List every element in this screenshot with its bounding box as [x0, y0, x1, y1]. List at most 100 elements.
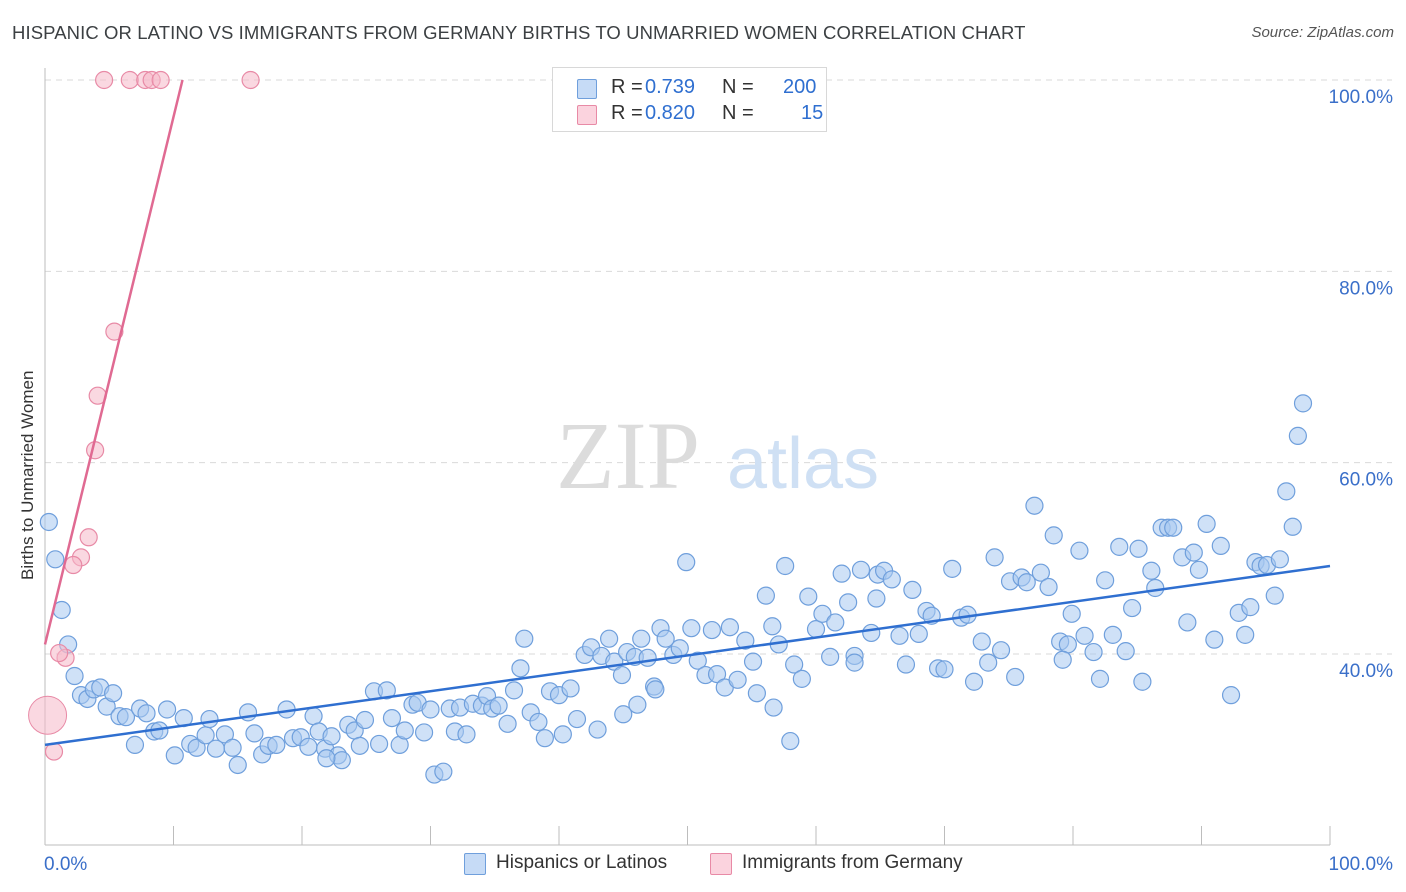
data-point-hispanics: [1146, 578, 1165, 598]
data-point-hispanics: [743, 652, 763, 671]
data-point-hispanics: [200, 709, 219, 729]
trend-line-hispanics: [44, 564, 1331, 747]
bottom-legend-swatch-pink: [710, 853, 732, 875]
data-point-hispanics: [799, 587, 818, 606]
y-tick-label: 80.0%: [1339, 278, 1393, 299]
data-point-hispanics: [299, 737, 318, 756]
data-point-hispanics: [862, 623, 881, 643]
data-point-germany: [105, 322, 124, 341]
data-point-hispanics: [614, 705, 633, 724]
trend-line-germany: [43, 79, 184, 645]
data-point-germany-large: [28, 695, 68, 735]
data-point-hispanics: [1184, 543, 1203, 562]
data-point-hispanics: [736, 631, 755, 650]
data-point-hispanics: [728, 670, 747, 689]
data-point-hispanics: [267, 735, 286, 754]
data-point-hispanics: [421, 700, 440, 719]
watermark-zip: ZIP: [556, 402, 700, 509]
data-point-hispanics: [377, 681, 396, 700]
data-point-hispanics: [909, 624, 928, 644]
data-point-hispanics: [561, 679, 580, 698]
data-point-hispanics: [223, 738, 242, 757]
data-point-hispanics: [720, 618, 740, 637]
x-tick-label: 0.0%: [44, 854, 87, 875]
data-point-germany: [79, 528, 98, 547]
bottom-legend-label: Hispanics or Latinos: [496, 852, 668, 873]
data-point-hispanics: [896, 655, 916, 674]
data-point-hispanics: [1075, 626, 1094, 645]
data-point-hispanics: [1084, 642, 1103, 662]
data-point-hispanics: [65, 666, 84, 686]
chart-title: HISPANIC OR LATINO VS IMMIGRANTS FROM GE…: [12, 22, 1026, 43]
bottom-legend-label: Immigrants from Germany: [742, 852, 963, 873]
data-point-hispanics: [839, 593, 858, 612]
data-point-hispanics: [1006, 667, 1025, 687]
data-point-hispanics: [39, 512, 58, 532]
data-point-hispanics: [104, 684, 123, 703]
data-point-hispanics: [682, 619, 701, 638]
data-point-hispanics: [806, 620, 826, 639]
data-point-germany: [64, 555, 83, 575]
data-point-hispanics: [747, 684, 766, 703]
data-point-hispanics: [1039, 577, 1058, 597]
data-point-hispanics: [1236, 625, 1255, 644]
data-point-hispanics: [781, 731, 800, 751]
data-point-hispanics: [943, 559, 962, 578]
data-point-hispanics: [776, 556, 795, 576]
data-point-hispanics: [972, 632, 991, 651]
data-point-hispanics: [867, 589, 886, 608]
data-point-hispanics: [1164, 518, 1183, 537]
data-point-germany: [120, 70, 139, 90]
correlation-legend: R = 0.739 N = 200 R = 0.820 N = 15: [552, 67, 827, 132]
data-point-hispanics: [1205, 630, 1224, 649]
data-point-hispanics: [851, 560, 871, 579]
data-point-hispanics: [707, 664, 727, 684]
data-point-hispanics: [632, 629, 651, 648]
legend-n-label: N =: [722, 76, 754, 98]
data-point-hispanics: [322, 727, 341, 746]
data-point-germany: [86, 441, 105, 460]
data-point-hispanics: [382, 708, 402, 728]
data-point-hispanics: [1197, 514, 1216, 533]
y-tick-label: 60.0%: [1339, 470, 1393, 491]
data-point-hispanics: [567, 709, 587, 729]
data-point-hispanics: [1123, 598, 1142, 618]
data-point-hispanics: [935, 660, 954, 679]
data-point-hispanics: [1265, 586, 1284, 605]
data-point-hispanics: [964, 672, 984, 691]
data-point-hispanics: [985, 548, 1004, 567]
data-point-hispanics: [1044, 526, 1063, 545]
data-point-hispanics: [137, 704, 156, 723]
data-point-hispanics: [1189, 560, 1209, 579]
source-label: Source: ZipAtlas.com: [1251, 24, 1394, 41]
data-point-hispanics: [785, 655, 804, 674]
data-point-hispanics: [628, 695, 647, 714]
data-point-hispanics: [504, 681, 524, 700]
data-point-hispanics: [1017, 573, 1036, 592]
data-point-hispanics: [116, 708, 136, 727]
data-point-hispanics: [670, 639, 689, 658]
data-point-hispanics: [1031, 563, 1050, 582]
data-point-hispanics: [1288, 426, 1307, 445]
data-point-germany: [241, 70, 260, 90]
data-point-hispanics: [702, 620, 722, 640]
legend-n-label: N =: [722, 102, 754, 124]
data-point-hispanics: [612, 665, 632, 685]
data-point-hispanics: [688, 651, 707, 670]
data-point-hispanics: [350, 736, 369, 755]
data-point-hispanics: [553, 725, 572, 744]
data-point-hispanics: [1025, 496, 1044, 515]
data-point-hispanics: [511, 659, 530, 678]
legend-swatch-blue: [577, 79, 597, 99]
data-point-hispanics: [1293, 394, 1313, 413]
data-point-hispanics: [1211, 536, 1230, 555]
data-point-hispanics: [845, 653, 864, 672]
data-point-hispanics: [1062, 604, 1081, 623]
data-point-hispanics: [187, 738, 206, 757]
data-point-hispanics: [228, 755, 247, 775]
data-point-hispanics: [332, 751, 351, 770]
data-point-hispanics: [903, 580, 922, 600]
data-point-hispanics: [317, 749, 336, 768]
legend-r-value: 0.820: [645, 102, 696, 124]
